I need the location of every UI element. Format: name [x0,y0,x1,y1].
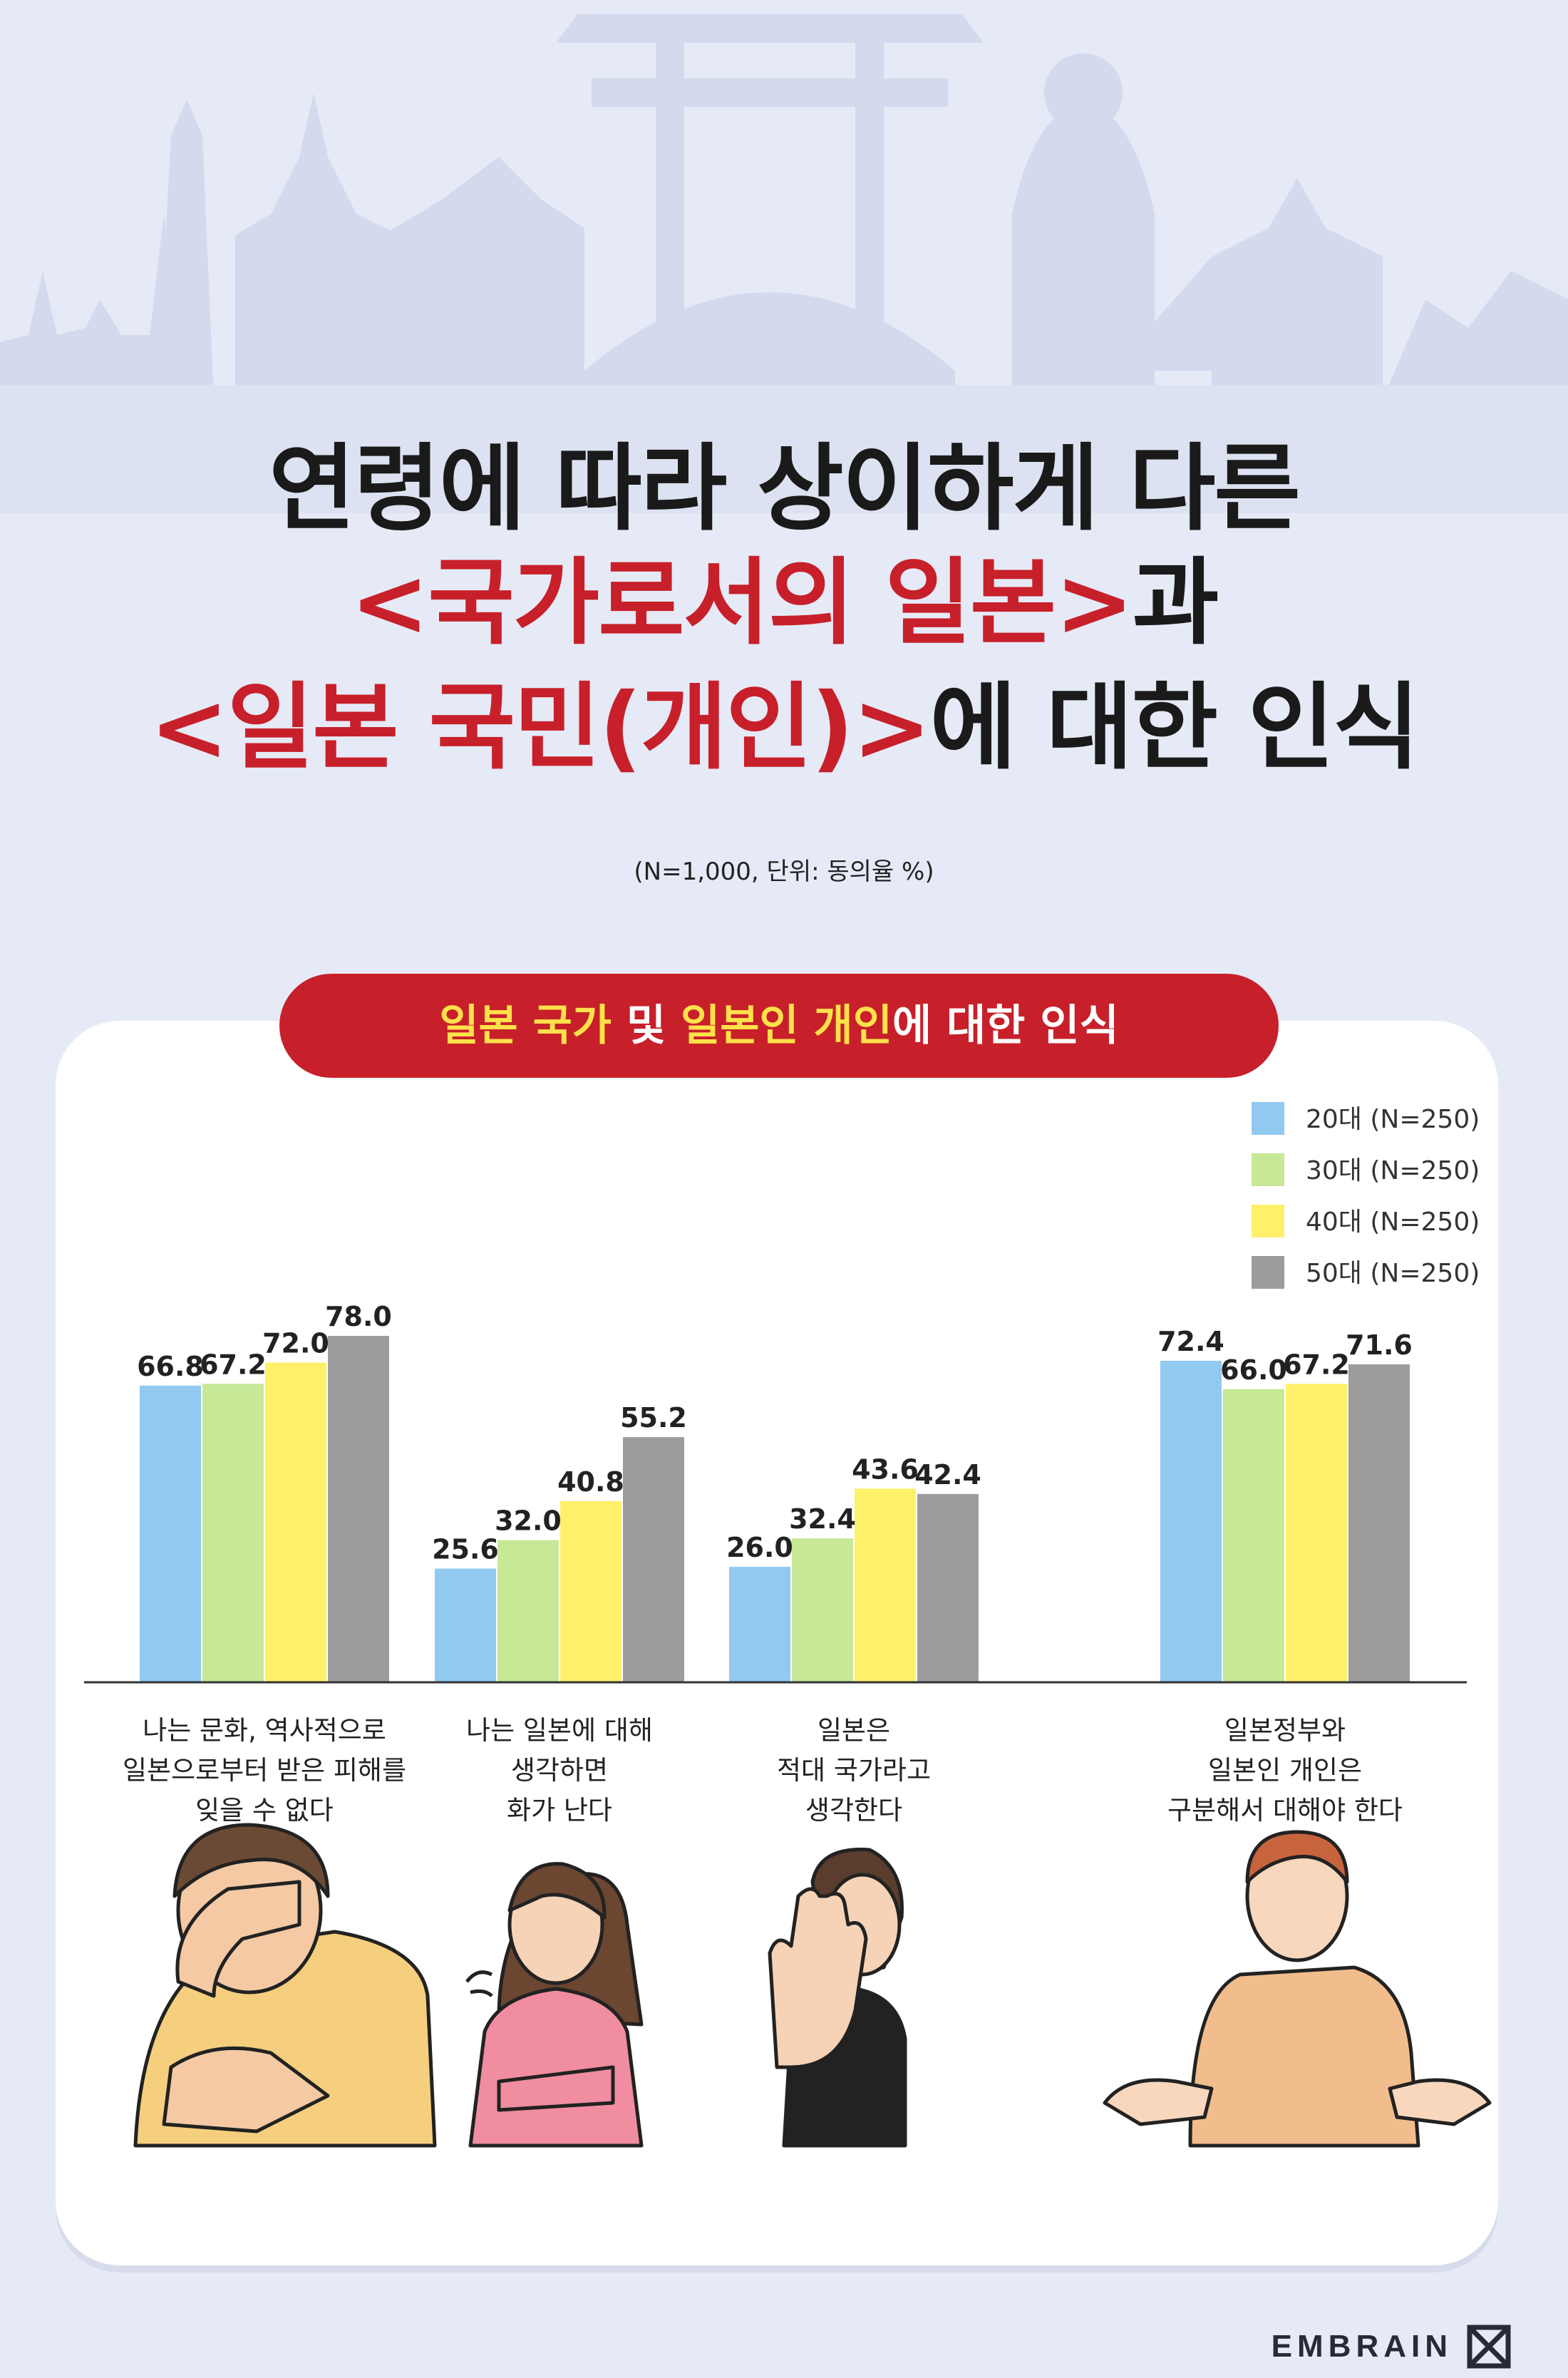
man-shrugging-illustration [1103,1830,1492,2148]
woman-stop-hand-illustration [768,1848,907,2148]
value-label-1-2: 67.2 [200,1349,267,1380]
bar-1-4 [328,1336,389,1682]
legend-swatch-2 [1252,1153,1284,1186]
value-label-3-4: 42.4 [914,1459,981,1491]
headline-line-3-suffix: 에 대한 인식 [929,673,1420,783]
man-facepalm-illustration [133,1823,437,2148]
bar-2-4 [623,1437,684,1682]
value-label-1-1: 66.8 [137,1351,204,1382]
category-label-4-line-1: 일본정부와 [1224,1715,1346,1746]
category-label-3-line-3: 생각한다 [805,1795,902,1826]
bar-4-1 [1160,1360,1222,1682]
value-label-4-3: 67.2 [1283,1349,1350,1380]
legend-label-1: 20대 (N=250) [1306,1105,1480,1134]
headline-line-3: <일본 국민(개인)>에 대한 인식 [0,681,1568,775]
skyline-background [0,14,1568,513]
chart-value-labels: 66.867.272.078.025.632.040.855.226.032.4… [137,1301,1413,1565]
headline-line-1-text: 연령에 따라 상이하게 다른 [269,434,1301,544]
headline-line-2: <국가로서의 일본>과 [0,556,1568,650]
bar-3-3 [855,1488,916,1682]
sample-note: (N=1,000, 단위: 동의율 %) [634,858,934,886]
value-label-2-2: 32.0 [495,1505,562,1537]
legend-swatch-4 [1252,1256,1284,1289]
value-label-4-2: 66.0 [1220,1354,1287,1386]
bar-2-3 [560,1501,621,1682]
category-label-2-line-1: 나는 일본에 대해 [466,1715,653,1746]
legend-label-4: 50대 (N=250) [1306,1259,1480,1288]
bar-4-3 [1286,1384,1347,1682]
bar-1-1 [140,1385,201,1682]
legend-label-2: 30대 (N=250) [1306,1156,1480,1185]
value-label-3-2: 32.4 [789,1503,856,1535]
headline-japanese-individuals: <일본 국민(개인)> [150,673,931,783]
category-label-3-line-1: 일본은 [817,1715,890,1746]
category-label-1-line-1: 나는 문화, 역사적으로 [143,1715,386,1746]
embrain-logo-icon [1467,2325,1511,2369]
headline-line-1: 연령에 따라 상이하게 다른 [0,442,1568,536]
value-label-2-3: 40.8 [557,1466,624,1498]
bar-1-3 [265,1362,326,1682]
banner-connector: 및 [612,1001,681,1051]
value-label-3-3: 43.6 [852,1453,919,1485]
category-label-2-line-2: 생각하면 [511,1755,608,1786]
category-label-2-line-3: 화가 난다 [507,1795,612,1826]
category-label-1-line-2: 일본으로부터 받은 피해를 [123,1755,406,1786]
banner-japanese-individual: 일본인 개인 [681,1001,892,1051]
chart-legend: 20대 (N=250) 30대 (N=250) 40대 (N=250) 50대 (N=… [1252,1102,1480,1289]
legend-label-3: 40대 (N=250) [1306,1208,1480,1237]
banner-japan-nation: 일본 국가 [439,1001,612,1051]
bar-3-4 [917,1493,979,1682]
bar-1-2 [202,1384,264,1682]
category-label-3-line-2: 적대 국가라고 [777,1755,931,1786]
category-label-4-line-2: 일본인 개인은 [1208,1755,1362,1786]
legend-swatch-1 [1252,1102,1284,1135]
headline-japan-as-nation: <국가로서의 일본> [350,548,1134,658]
value-label-1-4: 78.0 [325,1301,392,1332]
bar-4-2 [1223,1389,1284,1682]
bar-4-4 [1348,1364,1410,1682]
chart-title-banner: 일본 국가 및 일본인 개인에 대한 인식 [279,974,1279,1078]
bar-2-2 [497,1540,559,1682]
angry-woman-illustration [465,1862,644,2148]
value-label-4-1: 72.4 [1157,1326,1224,1357]
value-label-4-4: 71.6 [1346,1329,1413,1361]
value-label-3-1: 26.0 [726,1532,793,1563]
value-label-2-4: 55.2 [620,1402,687,1434]
chart-bars [140,1336,1410,1682]
bar-2-1 [435,1568,496,1682]
bar-3-1 [729,1567,790,1682]
category-label-4-line-3: 구분해서 대해야 한다 [1167,1795,1403,1826]
value-label-2-1: 25.6 [432,1534,499,1565]
category-label-1-line-3: 잊을 수 없다 [195,1795,334,1826]
banner-suffix: 에 대한 인식 [892,1001,1119,1051]
legend-swatch-3 [1252,1205,1284,1237]
bar-3-2 [792,1538,853,1682]
logo-text: EMBRAIN [1271,2329,1453,2364]
embrain-logo: EMBRAIN [1271,2325,1511,2369]
headline-line-2-suffix: 과 [1132,548,1219,658]
value-label-1-3: 72.0 [262,1327,329,1359]
